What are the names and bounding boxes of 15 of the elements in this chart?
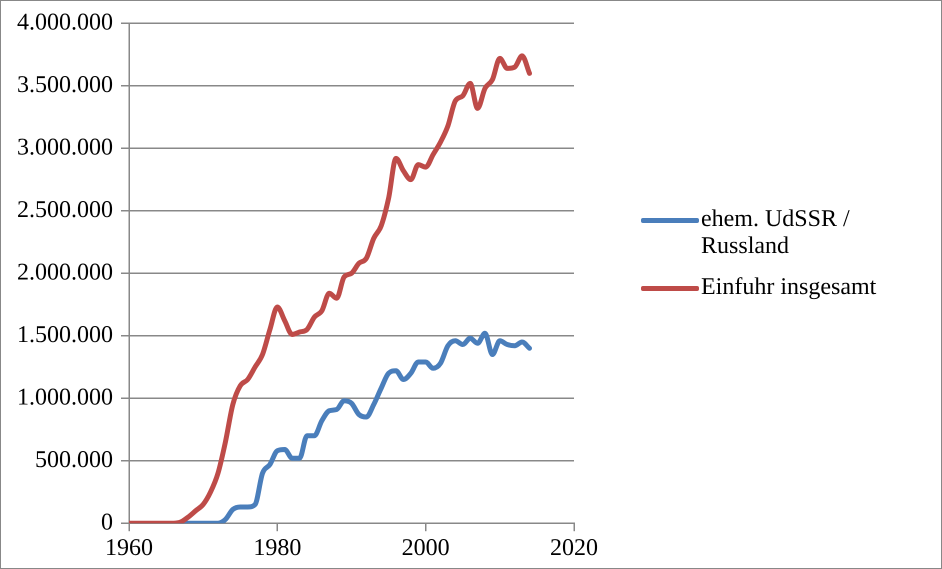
x-tick-label: 2000 — [402, 534, 450, 561]
y-tick-label: 0 — [101, 509, 113, 536]
y-tick-label: 500.000 — [35, 447, 113, 474]
legend-label: ehem. UdSSR / Russland — [701, 206, 851, 260]
y-tick-label: 1.000.000 — [17, 384, 113, 411]
x-tick-label: 1960 — [105, 534, 153, 561]
y-tick-label: 3.500.000 — [17, 72, 113, 98]
legend-label: Einfuhr insgesamt — [701, 274, 876, 301]
x-tick-label: 1980 — [253, 534, 302, 561]
y-tick-label: 4.000.000 — [17, 10, 113, 36]
y-tick-label: 1.500.000 — [17, 322, 113, 348]
x-tick-label: 2020 — [550, 534, 598, 561]
y-tick-label: 2.500.000 — [17, 197, 113, 224]
y-tick-label: 2.000.000 — [17, 260, 113, 286]
y-tick-label: 3.000.000 — [17, 134, 113, 161]
